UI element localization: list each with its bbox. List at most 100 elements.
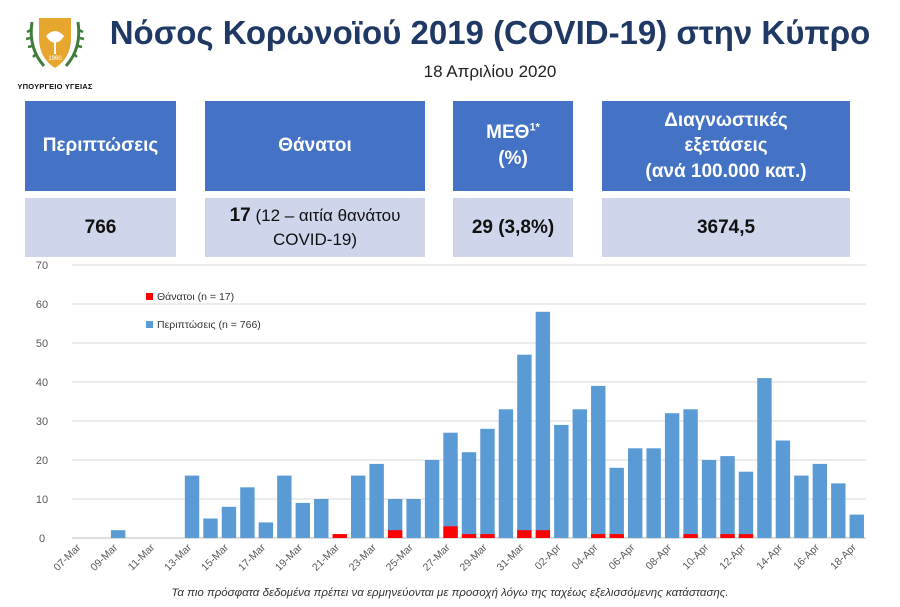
report-date: 18 Απριλίου 2020 — [423, 62, 557, 81]
tests-value: 3674,5 — [696, 216, 756, 238]
x-tick-label: 31-Mar — [495, 541, 527, 573]
bar-cases — [517, 354, 532, 538]
x-tick-label: 27-Mar — [421, 541, 453, 573]
icu-header-unit: (%) — [498, 148, 528, 169]
bar-cases — [221, 506, 237, 538]
tests-header-line2: εξετάσεις — [684, 135, 768, 157]
bar-deaths — [332, 534, 347, 538]
bar-cases — [369, 463, 384, 538]
y-tick-label: 30 — [36, 416, 48, 428]
legend-swatch — [146, 293, 153, 300]
bar-cases — [572, 409, 587, 538]
bar-deaths — [387, 530, 403, 538]
y-tick-label: 40 — [36, 377, 48, 389]
bar-cases — [258, 522, 274, 538]
tests-header-line1: Διαγνωστικές — [664, 109, 788, 131]
deaths-note-line2: COVID-19) — [272, 229, 358, 249]
svg-text:1960: 1960 — [48, 56, 62, 62]
x-tick-label: 17-Mar — [236, 541, 268, 573]
bar-deaths — [443, 526, 458, 538]
cases-header: Περιπτώσεις — [25, 101, 176, 191]
x-tick-label: 02-Apr — [533, 541, 564, 572]
legend-label: Περιπτώσεις (n = 766) — [157, 319, 261, 331]
bar-cases — [277, 475, 292, 538]
x-tick-label: 23-Mar — [347, 541, 379, 573]
y-tick-label: 20 — [36, 455, 48, 467]
bar-deaths — [535, 530, 551, 538]
bar-cases — [498, 409, 514, 538]
x-tick-label: 11-Mar — [126, 541, 158, 573]
bar-cases — [295, 502, 311, 538]
bar-cases — [203, 518, 218, 538]
icu-header: ΜΕΘ1* (%) — [453, 101, 573, 191]
bar-cases — [480, 428, 495, 538]
x-tick-label: 19-Mar — [273, 541, 305, 573]
ministry-label: ΥΠΟΥΡΓΕΙΟ ΥΓΕΙΑΣ — [17, 82, 93, 91]
bar-cases — [387, 499, 403, 538]
x-tick-label: 08-Apr — [643, 541, 674, 572]
bar-cases — [757, 378, 772, 538]
bar-deaths — [738, 534, 754, 538]
x-tick-label: 15-Mar — [199, 541, 231, 573]
tests-header-line3: (ανά 100.000 κατ.) — [645, 160, 807, 182]
x-tick-label: 06-Apr — [607, 541, 638, 572]
deaths-value: 17 — [229, 205, 251, 227]
deaths-header: Θάνατοι — [205, 101, 425, 191]
bar-cases — [831, 483, 846, 538]
x-tick-label: 29-Mar — [458, 541, 490, 573]
y-tick-label: 60 — [36, 299, 48, 311]
bar-cases — [775, 440, 791, 538]
bar-deaths — [517, 530, 532, 538]
icu-header-label: ΜΕΘ — [486, 122, 530, 144]
cyprus-coat-of-arms-icon: 1960 — [25, 18, 85, 68]
bar-cases — [314, 499, 329, 538]
tests-header: Διαγνωστικές εξετάσεις (ανά 100.000 κατ.… — [602, 101, 850, 191]
icu-value: 29 (3,8%) — [471, 216, 555, 238]
x-tick-label: 12-Apr — [717, 541, 748, 572]
bar-cases — [794, 475, 809, 538]
x-tick-label: 18-Apr — [828, 541, 859, 572]
cases-value: 766 — [84, 216, 117, 238]
bar-deaths — [480, 534, 495, 538]
bar-cases — [535, 311, 551, 538]
bar-cases — [461, 452, 477, 538]
bar-cases — [351, 475, 366, 538]
x-tick-label: 10-Apr — [680, 541, 711, 572]
bar-cases — [683, 409, 698, 538]
deaths-value-box: 17 (12 – αιτία θανάτου COVID-19) — [205, 198, 425, 257]
bar-cases — [849, 514, 864, 538]
bar-cases — [591, 385, 606, 538]
x-tick-label: 14-Apr — [754, 541, 785, 572]
x-tick-label: 07-Mar — [51, 541, 83, 573]
bar-cases — [110, 530, 126, 538]
x-tick-label: 16-Apr — [791, 541, 822, 572]
bar-cases — [664, 413, 680, 538]
footnote: Τα πιο πρόσφατα δεδομένα πρέπει να ερμην… — [171, 587, 729, 599]
bar-deaths — [720, 534, 735, 538]
y-tick-label: 70 — [36, 260, 48, 272]
x-tick-label: 21-Mar — [310, 541, 342, 573]
icu-header-sup: 1* — [529, 122, 540, 135]
cases-value-box: 766 — [25, 198, 176, 257]
y-tick-label: 0 — [39, 533, 45, 545]
tests-value-box: 3674,5 — [602, 198, 850, 257]
bar-cases — [609, 467, 624, 538]
bar-cases — [406, 499, 421, 538]
bar-cases — [646, 448, 661, 538]
deaths-header-label: Θάνατοι — [278, 135, 352, 157]
bar-cases — [443, 432, 458, 538]
y-tick-label: 10 — [36, 494, 48, 506]
bar-deaths — [609, 534, 624, 538]
bar-deaths — [591, 534, 606, 538]
bar-cases — [184, 475, 200, 538]
bar-cases — [701, 460, 717, 538]
icu-value-box: 29 (3,8%) — [453, 198, 573, 257]
cases-header-label: Περιπτώσεις — [42, 135, 159, 157]
legend-swatch — [146, 321, 153, 328]
deaths-note-line1: (12 – αιτία θανάτου — [255, 206, 401, 226]
legend-label: Θάνατοι (n = 17) — [157, 291, 234, 303]
ministry-logo: 1960 ΥΠΟΥΡΓΕΙΟ ΥΓΕΙΑΣ — [14, 8, 96, 94]
bar-cases — [424, 460, 440, 538]
bar-deaths — [461, 534, 477, 538]
